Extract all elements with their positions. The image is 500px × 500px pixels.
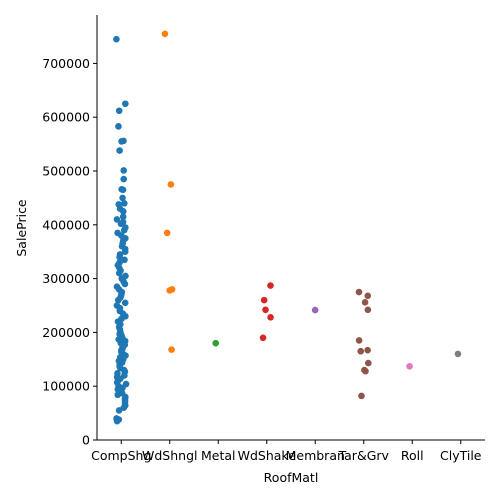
- point: [166, 287, 173, 294]
- point: [115, 269, 123, 277]
- y-tick-label: 0: [82, 433, 90, 448]
- point: [122, 100, 129, 108]
- point: [364, 306, 372, 314]
- point: [212, 339, 220, 347]
- y-tick-label: 600000: [42, 110, 90, 125]
- point: [120, 167, 127, 174]
- point: [119, 213, 127, 221]
- point: [406, 362, 413, 370]
- point: [364, 292, 372, 300]
- point: [114, 296, 122, 304]
- y-tick-label: 500000: [42, 164, 90, 179]
- point: [115, 123, 122, 130]
- point: [116, 147, 123, 154]
- point: [161, 30, 169, 38]
- x-tick-label: ClyTile: [440, 448, 482, 463]
- point: [119, 194, 126, 202]
- x-tick-label: WdShake: [238, 448, 297, 463]
- point: [267, 314, 274, 321]
- point: [113, 35, 120, 43]
- point: [357, 347, 365, 355]
- point: [115, 407, 123, 414]
- point: [454, 350, 462, 358]
- point: [120, 226, 128, 234]
- point: [260, 296, 268, 304]
- x-tick-label: Roll: [401, 448, 424, 463]
- point: [117, 220, 125, 228]
- y-axis-label: SalePrice: [14, 199, 29, 257]
- x-tick-label: Metal: [201, 448, 236, 463]
- point: [119, 186, 127, 194]
- point: [121, 256, 128, 264]
- y-tick-label: 300000: [42, 271, 90, 286]
- point: [116, 253, 123, 261]
- point: [121, 199, 128, 207]
- x-axis-label: RoofMatl: [264, 470, 319, 485]
- point: [118, 138, 125, 145]
- point: [167, 181, 175, 188]
- y-tick-label: 700000: [42, 56, 90, 71]
- point: [115, 107, 123, 115]
- point: [355, 337, 363, 344]
- point: [362, 367, 369, 375]
- y-tick-label: 400000: [42, 217, 90, 232]
- point: [163, 229, 171, 237]
- point: [364, 346, 371, 354]
- point: [121, 248, 129, 256]
- point: [267, 282, 274, 289]
- point: [113, 417, 121, 425]
- point: [168, 346, 175, 353]
- point: [121, 299, 129, 307]
- x-tick-label: Membran: [286, 448, 345, 463]
- point: [114, 391, 122, 399]
- point: [355, 288, 363, 296]
- point: [262, 306, 269, 314]
- y-tick-label: 100000: [42, 379, 90, 394]
- point: [121, 280, 129, 288]
- point: [259, 334, 267, 342]
- point: [120, 175, 128, 183]
- x-tick-label: WdShngl: [142, 448, 197, 463]
- x-tick-label: Tar&Grv: [338, 448, 390, 463]
- point: [361, 298, 369, 306]
- point: [358, 392, 365, 400]
- point: [119, 208, 127, 215]
- point: [113, 216, 121, 223]
- y-tick-label: 200000: [42, 325, 90, 340]
- point: [364, 359, 372, 367]
- point: [311, 306, 319, 314]
- x-tick-label: CompShg: [91, 448, 151, 463]
